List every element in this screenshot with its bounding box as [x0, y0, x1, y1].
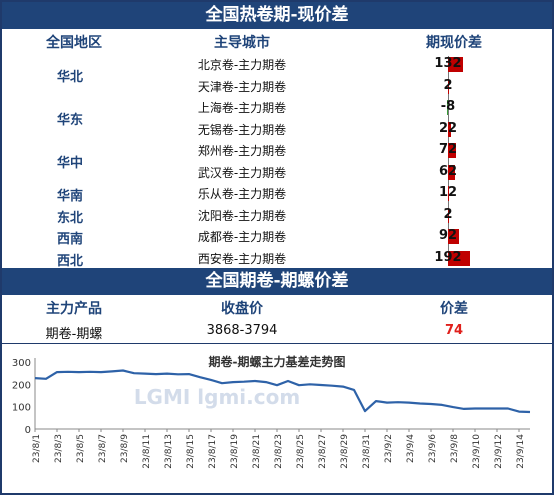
spread-value: 12	[438, 185, 458, 200]
x-tick-label: 23/8/31	[362, 434, 372, 469]
basis-chart-panel: LGMI lgmi.com 期卷-期螺主力基差走势图 0 100 200 300 23/8/…	[2, 343, 552, 493]
y-tick-label: 300	[12, 358, 31, 369]
section1-title: 全国热卷期-现价差	[2, 2, 552, 29]
x-tick-label: 23/8/5	[76, 434, 86, 463]
x-tick-label: 23/9/4	[406, 434, 416, 463]
close-price-value: 3868-3794	[206, 323, 278, 338]
spread-value: 22	[438, 121, 458, 136]
x-tick-label: 23/9/6	[428, 434, 438, 463]
spread-value: 2	[443, 78, 453, 93]
spread-zero-axis	[448, 56, 449, 266]
x-tick-label: 23/8/17	[208, 434, 218, 469]
x-tick-label: 23/8/9	[120, 434, 130, 463]
city-row: 乐从卷-主力期卷	[197, 187, 287, 201]
city-row: 武汉卷-主力期卷	[197, 166, 287, 180]
spread-value: -8	[440, 99, 456, 114]
x-tick-label: 23/8/21	[252, 434, 262, 469]
x-tick-label: 23/8/19	[230, 434, 240, 469]
region-huabei: 华北	[56, 70, 83, 85]
spread-bar	[448, 208, 449, 223]
spread-bar	[448, 251, 470, 266]
x-tick-label: 23/8/15	[186, 434, 196, 469]
x-tick-label: 23/8/1	[32, 434, 42, 463]
spread-bar	[448, 122, 451, 137]
city-row: 西安卷-主力期卷	[197, 252, 287, 266]
y-tick-label: 200	[12, 380, 31, 391]
section2-title: 全国期卷-期螺价差	[2, 268, 552, 295]
spread-bar	[448, 79, 449, 94]
city-row: 无锡卷-主力期卷	[197, 123, 287, 137]
x-tick-label: 23/8/11	[142, 434, 152, 469]
x-tick-label: 23/8/25	[296, 434, 306, 469]
spread-bar	[448, 229, 459, 244]
city-row: 成都卷-主力期卷	[197, 230, 287, 244]
basis-line-chart: LGMI lgmi.com 期卷-期螺主力基差走势图 0 100 200 300 23/8/…	[12, 354, 531, 469]
spread-bar	[448, 57, 464, 72]
region-huadong: 华东	[56, 113, 83, 128]
x-tick-label: 23/9/8	[450, 434, 460, 463]
x-tick-label: 23/8/29	[340, 434, 350, 469]
spread-bar	[448, 143, 457, 158]
spread-value: 62	[438, 164, 458, 179]
x-tick-label: 23/9/2	[384, 434, 394, 463]
spread-bar	[448, 165, 456, 180]
region-xinan: 西南	[56, 232, 83, 247]
chart-title: 期卷-期螺主力基差走势图	[209, 354, 346, 369]
x-tick-label: 23/8/13	[164, 434, 174, 469]
x-tick-label: 23/8/7	[98, 434, 108, 463]
price-spread-value: 74	[444, 323, 464, 338]
y-tick-label: 100	[12, 403, 31, 414]
spread-value: 2	[443, 207, 453, 222]
city-row: 郑州卷-主力期卷	[197, 144, 287, 158]
header-spread: 期现价差	[426, 35, 482, 51]
x-tick-label: 23/8/27	[318, 434, 328, 469]
spread-bar	[447, 100, 448, 115]
region-xibei: 西北	[56, 254, 83, 269]
header-city: 主导城市	[214, 35, 270, 51]
x-tick-label: 23/8/3	[54, 434, 64, 463]
header-price-spread: 价差	[440, 301, 468, 317]
x-tick-label: 23/9/12	[494, 434, 504, 469]
x-tick-label: 23/9/14	[516, 434, 526, 469]
header-region: 全国地区	[46, 35, 102, 51]
city-row: 沈阳卷-主力期卷	[197, 209, 287, 223]
region-huazhong: 华中	[56, 156, 83, 171]
city-row: 北京卷-主力期卷	[197, 58, 287, 72]
x-tick-label: 23/8/23	[274, 434, 284, 469]
header-close-price: 收盘价	[221, 301, 263, 317]
spread-value: 92	[438, 228, 458, 243]
series-line	[34, 369, 531, 414]
x-tick-label: 23/9/10	[472, 434, 482, 469]
spread-bar	[448, 186, 450, 201]
city-row: 天津卷-主力期卷	[197, 80, 287, 94]
spread-value: 192	[434, 250, 462, 265]
y-tick-label: 0	[25, 425, 31, 436]
header-product: 主力产品	[46, 301, 102, 317]
spread-value: 132	[434, 56, 462, 71]
product-name: 期卷-期螺	[45, 327, 103, 342]
spread-value: 72	[438, 142, 458, 157]
region-huanan: 华南	[56, 189, 83, 204]
city-row: 上海卷-主力期卷	[197, 101, 287, 115]
watermark: LGMI lgmi.com	[134, 385, 300, 409]
region-dongbei: 东北	[56, 211, 83, 226]
